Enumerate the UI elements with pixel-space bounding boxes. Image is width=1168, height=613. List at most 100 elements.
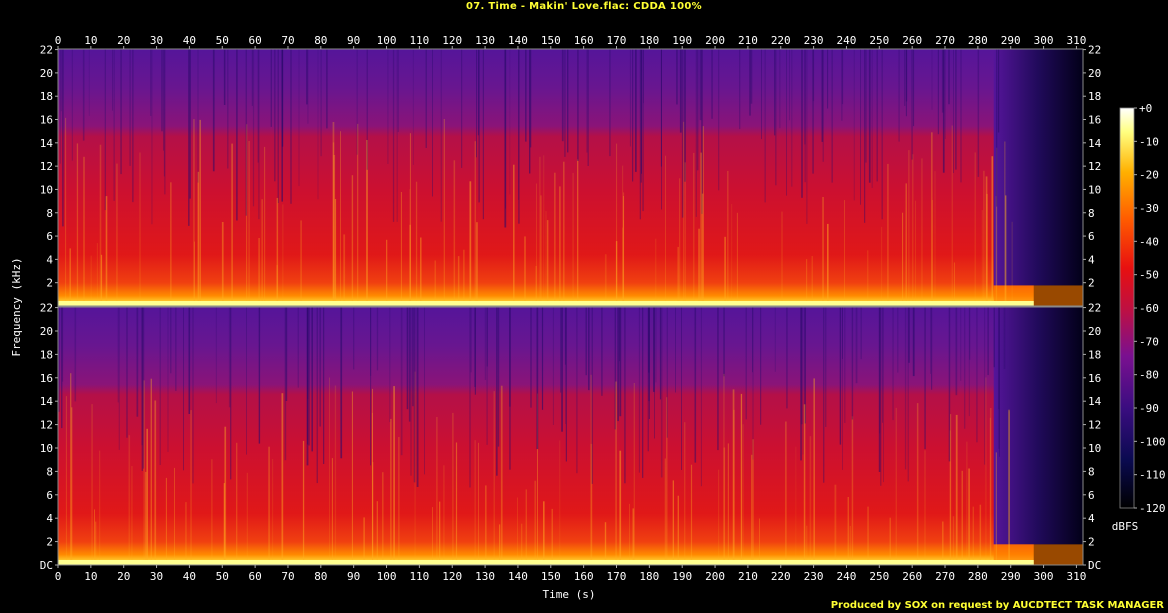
- spectral-streak: [827, 49, 829, 109]
- spectral-streak: [1011, 221, 1013, 306]
- spectral-streak: [745, 307, 747, 420]
- spectral-streak: [882, 307, 883, 423]
- y-tick-label: 14: [1088, 395, 1102, 408]
- spectral-streak: [664, 458, 666, 565]
- spectral-streak: [953, 262, 955, 306]
- x-tick-label: 170: [607, 34, 627, 47]
- x-axis-label: Time (s): [543, 588, 596, 601]
- x-tick-label: 30: [150, 570, 163, 583]
- spectral-streak: [750, 49, 753, 104]
- spectral-streak: [998, 307, 1000, 457]
- x-tick-label: 290: [1001, 570, 1021, 583]
- y-tick-label: 10: [1088, 442, 1101, 455]
- spectral-streak: [65, 396, 67, 565]
- spectral-streak: [665, 155, 666, 306]
- spectral-streak: [308, 307, 310, 446]
- x-tick-label: 80: [314, 34, 327, 47]
- spectral-streak: [117, 307, 119, 403]
- spectral-streak: [879, 307, 881, 434]
- spectral-streak: [541, 307, 544, 410]
- colorbar-tick-label: -10: [1139, 135, 1159, 148]
- spectral-streak: [659, 307, 662, 400]
- y-tick-label: 4: [1088, 253, 1095, 266]
- spectral-streak: [676, 49, 678, 105]
- spectral-streak: [120, 49, 122, 175]
- spectral-streak: [392, 49, 395, 222]
- spectral-streak: [161, 49, 163, 132]
- spectral-streak: [968, 468, 970, 565]
- x-tick-label: 50: [216, 34, 229, 47]
- y-tick-label: 18: [1088, 348, 1101, 361]
- spectral-streak: [931, 132, 933, 306]
- spectral-streak: [679, 178, 681, 306]
- spectral-streak: [463, 249, 465, 306]
- spectral-streak: [390, 418, 392, 565]
- spectral-streak: [193, 119, 195, 306]
- spectral-streak: [1003, 307, 1006, 369]
- spectral-streak: [779, 49, 781, 129]
- colorbar-tick-label: -120: [1139, 502, 1166, 515]
- x-tick-label: 130: [475, 34, 495, 47]
- x-tick-label: 160: [574, 34, 594, 47]
- x-tick-label: 40: [183, 34, 196, 47]
- spectral-streak: [924, 307, 926, 450]
- x-tick-label: 60: [248, 570, 261, 583]
- spectral-streak: [623, 196, 624, 306]
- spectral-streak: [921, 158, 923, 306]
- spectral-streak: [806, 259, 808, 306]
- spectral-streak: [564, 307, 566, 365]
- spectral-streak: [245, 49, 247, 216]
- x-tick-label: 70: [281, 570, 294, 583]
- spectral-streak: [561, 307, 563, 432]
- spectral-streak: [642, 49, 644, 212]
- spectral-streak: [529, 49, 531, 174]
- spectral-streak: [386, 239, 388, 306]
- spectral-streak: [806, 49, 808, 224]
- spectral-streak: [343, 234, 346, 306]
- spectral-streak: [65, 117, 67, 307]
- colorbar-tick-label: -90: [1139, 402, 1159, 415]
- spectral-streak: [897, 307, 899, 373]
- spectral-streak: [91, 404, 93, 565]
- spectral-streak: [908, 307, 910, 363]
- spectral-streak: [718, 49, 720, 191]
- spectral-streak: [482, 49, 484, 220]
- spectral-streak: [165, 477, 167, 565]
- spectral-streak: [370, 307, 372, 376]
- spectral-streak: [372, 388, 373, 565]
- spectral-streak: [937, 49, 939, 135]
- spectral-streak: [536, 307, 539, 450]
- spectral-streak: [246, 472, 248, 565]
- y-tick-label: 6: [1088, 230, 1095, 243]
- spectral-streak: [974, 152, 976, 306]
- spectral-streak: [319, 307, 321, 427]
- spectral-streak: [955, 414, 958, 565]
- spectral-streak: [371, 412, 373, 565]
- colorbar-tick-label: -70: [1139, 335, 1159, 348]
- x-tick-label: 270: [935, 570, 955, 583]
- spectral-streak: [842, 307, 843, 359]
- spectral-streak: [300, 220, 302, 306]
- spectral-streak: [931, 49, 933, 110]
- spectral-streak: [455, 442, 458, 565]
- spectral-streak: [955, 307, 958, 396]
- spectral-streak: [316, 307, 318, 484]
- y-tick-label: 6: [1088, 489, 1095, 502]
- spectral-streak: [307, 307, 309, 445]
- spectral-streak: [881, 226, 883, 306]
- spectral-streak: [1005, 195, 1007, 306]
- spectral-streak: [803, 404, 806, 565]
- spectral-streak: [410, 307, 412, 476]
- spectral-streak: [146, 428, 148, 565]
- spectral-streak: [860, 307, 862, 360]
- spectral-streak: [701, 49, 703, 214]
- spectral-streak: [409, 133, 411, 306]
- x-tick-label: 220: [771, 34, 791, 47]
- spectral-streak: [199, 119, 201, 307]
- spectral-streak: [457, 256, 460, 306]
- spectral-streak: [653, 307, 655, 392]
- spectral-streak: [408, 307, 411, 422]
- spectral-streak: [261, 199, 263, 306]
- x-tick-label: 170: [607, 570, 627, 583]
- spectral-streak: [641, 49, 642, 174]
